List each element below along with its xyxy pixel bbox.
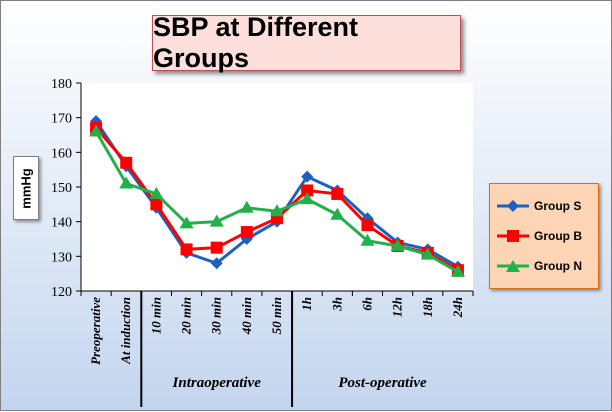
data-point [390, 238, 405, 251]
plot-area [81, 83, 473, 291]
chart-title: SBP at Different Groups [153, 12, 359, 73]
x-tick-label: 30 min [209, 297, 224, 335]
data-point [331, 187, 344, 200]
legend-item-group-s: Group S [496, 196, 581, 216]
y-tick-label: 140 [51, 216, 72, 231]
group-label: Post-operative [338, 375, 427, 391]
data-point [149, 186, 164, 199]
x-tick-label: 40 min [239, 297, 254, 335]
x-axis: Preoperative At induction 10 min 20 min 30 m… [80, 290, 474, 407]
legend-marker-triangle [497, 260, 529, 272]
x-tick-label: 18h [420, 297, 435, 317]
data-point [209, 214, 224, 227]
data-point [150, 198, 163, 211]
data-point [239, 200, 254, 213]
data-point [210, 241, 223, 254]
x-tick-label: 24h [450, 297, 465, 318]
data-point [119, 176, 134, 189]
x-tick-label: 6h [359, 297, 374, 311]
legend-item-group-n: Group N [496, 256, 582, 276]
data-point [179, 216, 194, 229]
data-point [120, 156, 133, 169]
data-point [450, 264, 465, 277]
y-tick-label: 150 [51, 181, 72, 196]
legend: Group S Group B Group N [489, 183, 599, 289]
x-tick-label: 20 min [179, 297, 194, 335]
legend-label: Group N [534, 259, 582, 273]
x-tick-label: 10 min [148, 297, 163, 334]
legend-label: Group B [534, 229, 582, 243]
data-point [330, 207, 345, 220]
y-axis-label-box: mmHg [13, 156, 39, 220]
x-tick-label: Preoperative [88, 297, 103, 365]
legend-label: Group S [534, 199, 582, 213]
data-point [360, 233, 375, 246]
chart-title-box: SBP at Different Groups [152, 12, 461, 73]
series-group-n [89, 124, 465, 277]
y-axis: 120 130 140 150 160 170 180 [51, 77, 82, 300]
x-tick-label: 3h [329, 297, 344, 312]
legend-marker-square [497, 230, 529, 242]
data-point [270, 204, 284, 217]
data-point [301, 184, 314, 197]
x-tick-label: 1h [299, 297, 314, 311]
y-tick-label: 120 [51, 285, 72, 300]
data-point [240, 226, 253, 239]
group-label: Intraoperative [172, 375, 262, 391]
x-tick-label: 12h [390, 297, 405, 317]
y-tick-label: 170 [51, 112, 72, 127]
data-point [361, 219, 374, 232]
data-point [420, 247, 435, 260]
data-point [180, 243, 193, 256]
data-point [301, 170, 314, 183]
data-point [300, 192, 315, 205]
x-tick-label: At induction [118, 297, 133, 365]
y-tick-label: 160 [51, 146, 72, 161]
data-point [210, 257, 223, 270]
y-tick-label: 130 [51, 250, 72, 265]
series-layer [89, 115, 465, 277]
data-point [89, 124, 104, 137]
legend-item-group-b: Group B [496, 226, 582, 246]
y-tick-label: 180 [51, 77, 72, 92]
x-tick-label: 50 min [269, 297, 284, 334]
legend-marker-diamond [497, 200, 529, 212]
